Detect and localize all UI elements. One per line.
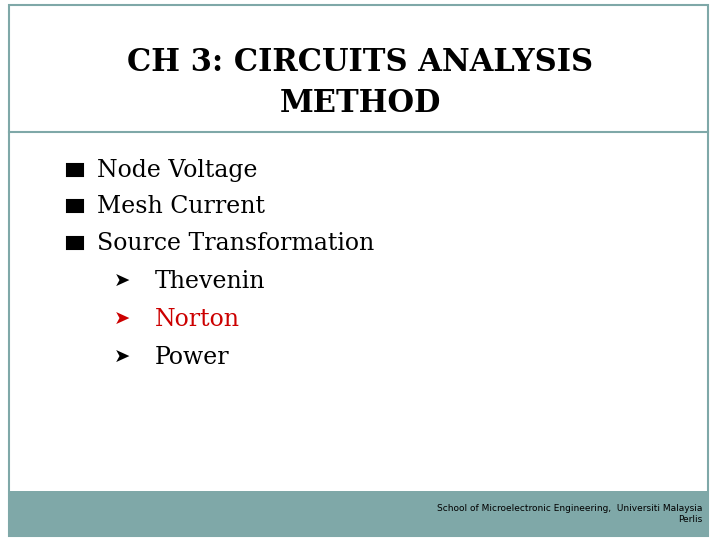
Bar [67,164,83,176]
Text: Power: Power [155,346,230,369]
Bar [67,200,83,212]
Text: Source Transformation: Source Transformation [97,232,374,254]
Text: ➤: ➤ [114,310,130,329]
Text: Norton: Norton [155,308,240,331]
Text: Mesh Current: Mesh Current [97,195,265,218]
FancyBboxPatch shape [9,491,708,536]
Text: ➤: ➤ [114,272,130,292]
Text: CH 3: CIRCUITS ANALYSIS: CH 3: CIRCUITS ANALYSIS [127,46,593,78]
Text: Node Voltage: Node Voltage [97,159,258,181]
Text: ➤: ➤ [114,348,130,367]
Bar [67,237,83,249]
Text: Thevenin: Thevenin [155,271,265,293]
Text: School of Microelectronic Engineering,  Universiti Malaysia
Perlis: School of Microelectronic Engineering, U… [436,504,702,524]
Text: METHOD: METHOD [279,88,441,119]
